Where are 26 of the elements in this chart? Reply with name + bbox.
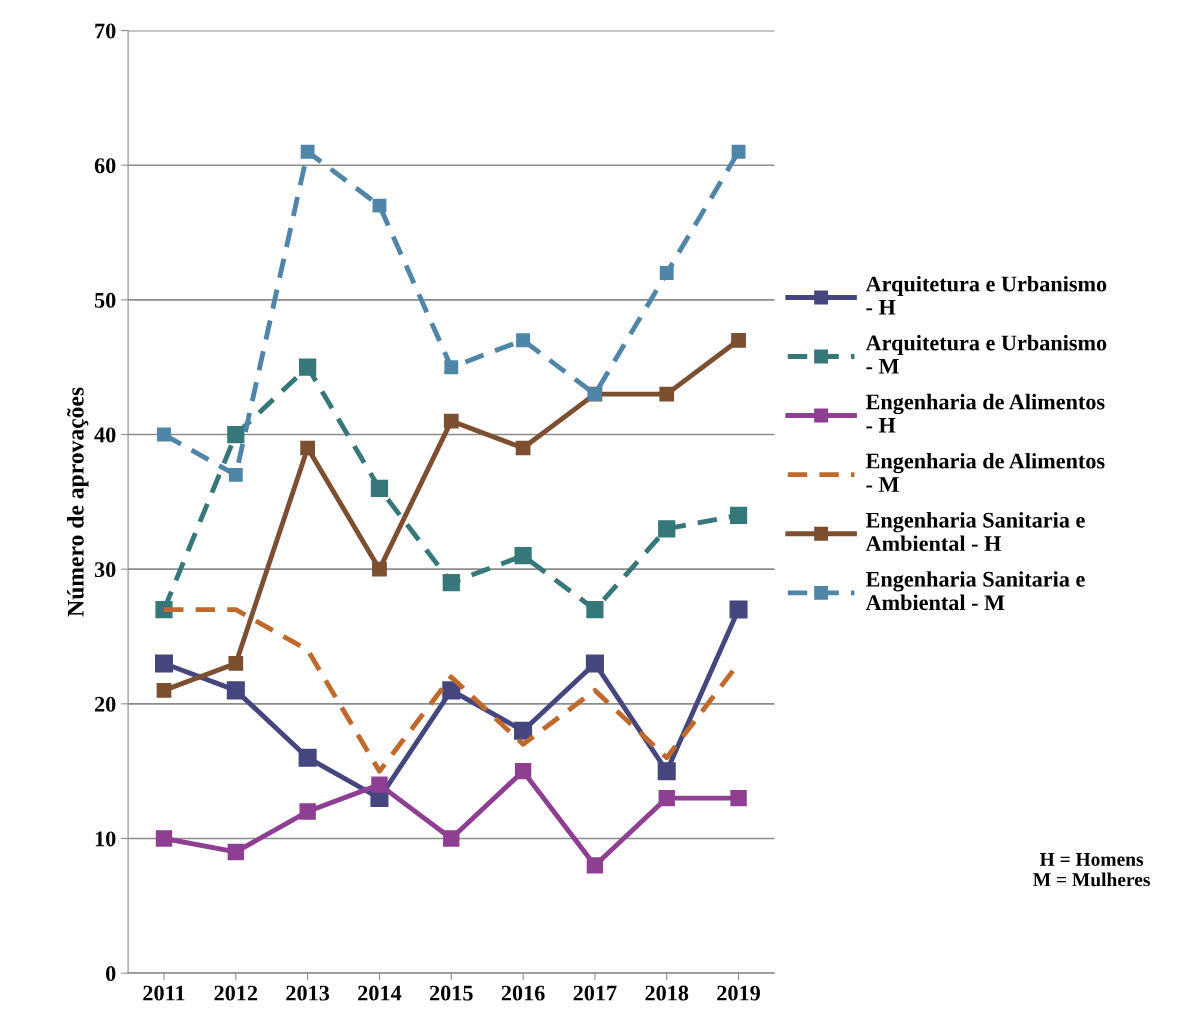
y-tick-label: 60: [94, 158, 116, 174]
legend-label: Engenharia Sanitaria e Ambiental - H: [865, 512, 1085, 552]
x-tick-label: 2012: [214, 985, 258, 1001]
legend-label: Engenharia de Alimentos - H: [865, 393, 1105, 433]
text: M = Mulheres: [1033, 872, 1150, 887]
x-tick-label: 2017: [573, 985, 617, 1001]
y-tick-label: 0: [106, 966, 116, 982]
legend-label: Arquitetura e Urbanismo - H: [865, 275, 1107, 315]
x-tick-label: 2011: [143, 985, 185, 1001]
y-tick-label: 70: [95, 23, 116, 39]
y-tick-label: 20: [94, 696, 116, 712]
y-tick-label: 30: [94, 562, 116, 578]
x-tick-label: 2013: [286, 985, 330, 1001]
y-axis-title: Número de aprovações: [67, 387, 89, 617]
legend-label: Engenharia de Alimentos - M: [865, 452, 1105, 492]
legend-label: Arquitetura e Urbanismo - M: [865, 334, 1107, 374]
text: H = Homens: [1039, 853, 1144, 866]
x-tick-label: 2014: [358, 985, 402, 1001]
x-tick-label: 2015: [429, 985, 473, 1001]
x-tick-label: 2019: [717, 985, 760, 1001]
x-tick-label: 2018: [645, 985, 689, 1001]
y-tick-label: 40: [94, 427, 116, 443]
legend-label: Engenharia Sanitaria e Ambiental - M: [865, 571, 1085, 611]
y-tick-label: 10: [95, 831, 116, 847]
x-tick-label: 2016: [501, 985, 545, 1001]
y-tick-label: 50: [94, 292, 116, 308]
